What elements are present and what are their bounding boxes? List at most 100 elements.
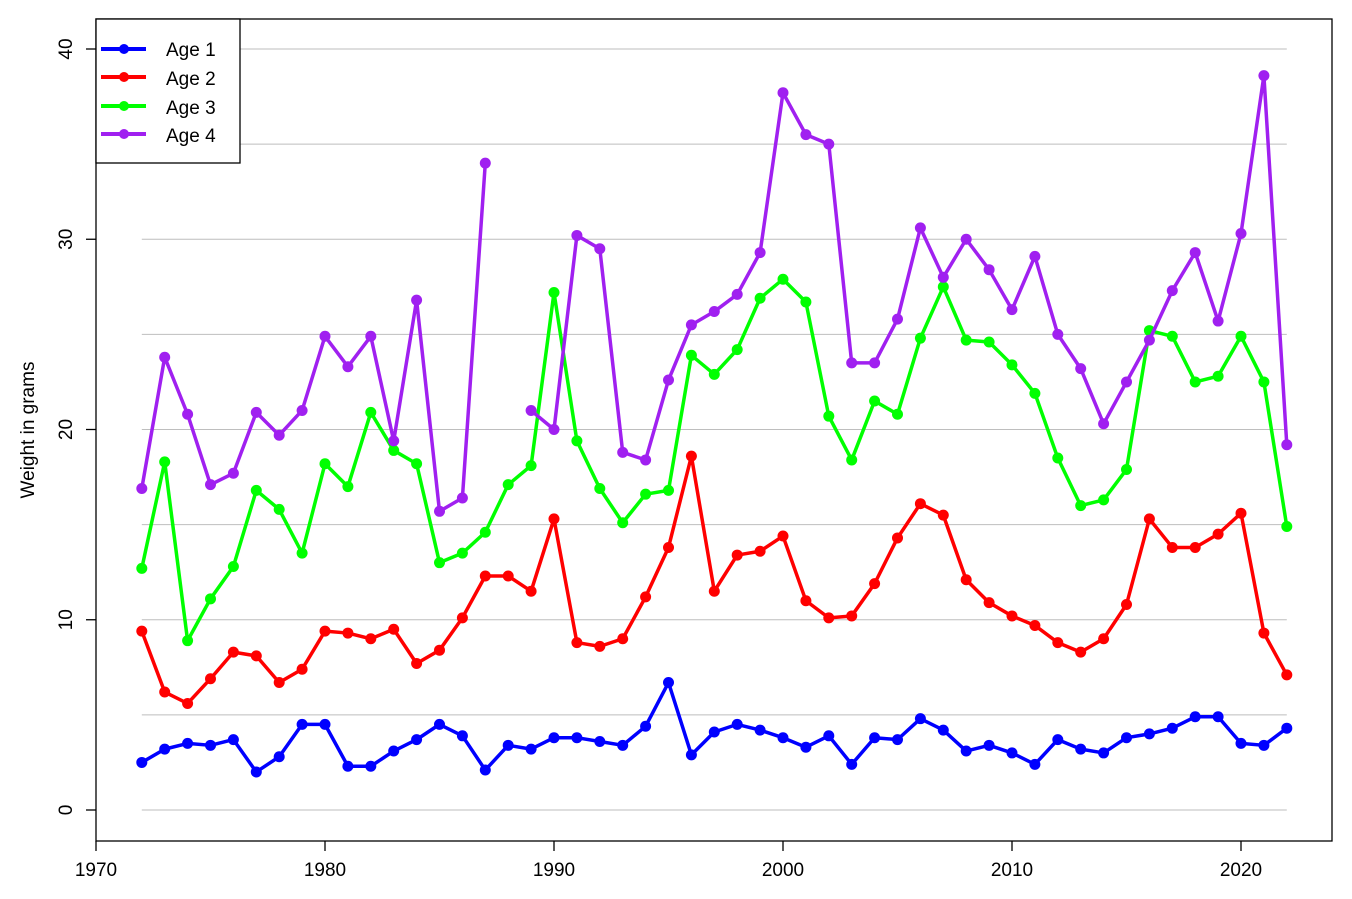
x-axis: 1970 1980 1990 2000 2010 2020 [75,841,1262,881]
data-point [1258,627,1270,639]
y-tick-label: 10 [56,609,77,630]
data-point [571,732,583,744]
data-point [617,517,629,529]
data-point [342,361,354,373]
data-point [548,732,560,744]
data-point [685,349,697,361]
data-point [1098,418,1110,430]
data-point [777,87,789,99]
data-point [1052,734,1064,746]
data-point [1143,728,1155,740]
data-point [342,481,354,493]
data-point [1052,328,1064,340]
data-point [434,644,445,656]
data-point [1166,722,1178,734]
data-point [983,597,995,609]
data-point [548,424,560,435]
data-point [273,677,285,689]
data-point [319,458,331,470]
data-point [960,334,972,346]
data-point [594,736,606,748]
data-point [754,724,766,736]
data-point [319,625,331,637]
data-point [205,479,216,491]
data-point [1189,247,1201,259]
data-point [754,247,766,259]
data-point [960,233,972,245]
data-point [1075,363,1087,375]
legend-box [95,18,241,164]
legend-item-age-2: Age 2 [101,69,216,90]
data-point [296,404,308,416]
y-axis: 0 10 20 30 40 [56,38,96,815]
data-point [502,739,514,751]
legend-item-age-3: Age 3 [101,98,216,119]
data-point [548,513,560,525]
data-point [1052,452,1064,464]
data-point [594,243,606,255]
data-point [937,271,949,283]
data-point [1189,711,1201,723]
legend-item-age-4: Age 4 [101,126,216,147]
data-point [960,574,972,586]
x-tick-label: 1980 [304,860,346,881]
data-point [869,357,881,369]
data-point [525,404,537,416]
data-point [227,734,239,746]
data-point [1006,359,1018,371]
legend-item-age-1: Age 1 [101,40,216,61]
data-point [1075,500,1087,512]
data-point [571,637,583,649]
data-point [205,673,216,685]
data-point [1098,494,1110,506]
data-point [777,273,789,285]
data-point [1281,439,1293,451]
data-point [1006,304,1018,316]
x-tick-label: 2000 [762,860,804,881]
series-line [140,454,1289,706]
data-point [296,547,308,559]
data-point [319,718,331,730]
legend-label: Age 2 [166,69,216,90]
data-point [869,578,881,590]
data-point [479,764,491,776]
data-point [846,454,858,466]
data-point [388,444,400,456]
data-point [434,718,445,730]
data-point [1235,507,1247,519]
data-point [388,745,400,757]
data-point [800,741,812,753]
y-tick-label: 0 [56,805,77,816]
data-point [663,484,674,496]
data-point [685,450,697,462]
legend-label: Age 1 [166,40,216,61]
data-point [663,677,674,689]
data-point [708,726,720,738]
data-point [1258,70,1270,82]
data-point [182,635,194,647]
data-point [640,591,652,603]
data-point [640,488,652,500]
data-point [617,739,629,751]
data-point [892,532,903,544]
data-point [136,625,148,637]
data-point [182,408,194,420]
y-tick-label: 30 [56,229,77,250]
data-point [456,612,468,624]
data-point [273,751,285,763]
data-point [1075,743,1087,755]
legend-swatch-marker [119,101,129,111]
data-point [159,686,171,698]
data-point [273,503,285,515]
legend: Age 1 Age 2 Age 3 Age 4 [95,18,241,164]
legend-swatch-marker [119,44,129,54]
data-point [1121,463,1132,475]
data-point [1212,711,1224,723]
y-axis-title: Weight in grams [18,362,39,499]
data-point [434,557,445,569]
data-point [914,222,926,234]
data-point [846,357,858,369]
data-point [1075,646,1087,658]
legend-label: Age 4 [166,126,216,147]
data-point [708,368,720,380]
